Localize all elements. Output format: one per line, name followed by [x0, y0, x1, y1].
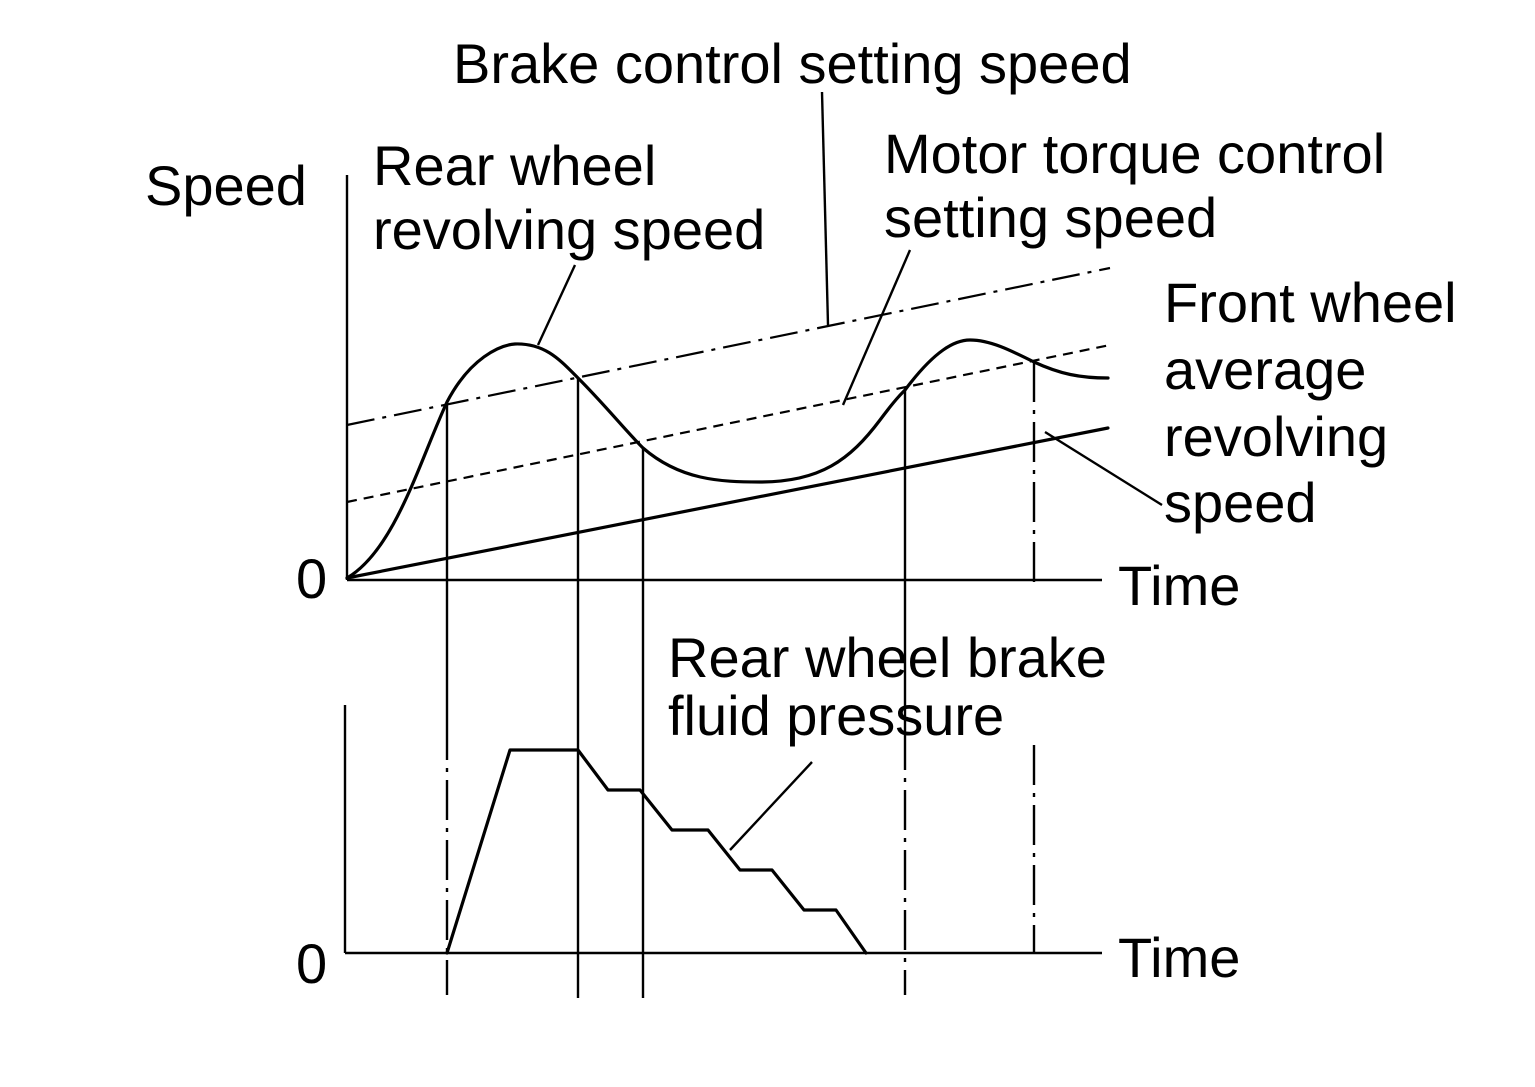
front-wheel-leader: [1044, 430, 1163, 507]
brake-pressure-label-line2: fluid pressure: [668, 684, 1004, 747]
front-wheel-label-line1: Front wheel: [1164, 271, 1457, 334]
rear-wheel-brake-pressure-curve: [445, 748, 868, 955]
upper-origin-label: 0: [296, 547, 327, 610]
brake-pressure-leader: [729, 761, 813, 851]
motor-torque-setting-speed-line: [346, 343, 1111, 504]
rear-wheel-speed-curve: [345, 338, 1110, 580]
lower-chart: 0 Time Rear wheel brake fluid pressure: [296, 626, 1240, 995]
front-wheel-average-speed-line: [345, 426, 1110, 580]
front-wheel-label-line3: revolving: [1164, 405, 1388, 468]
upper-chart: Speed 0 Time Brake control setting speed…: [145, 32, 1457, 998]
rear-wheel-label-line1: Rear wheel: [373, 134, 656, 197]
brake-control-leader: [820, 91, 830, 326]
motor-torque-leader: [841, 249, 912, 406]
brake-control-label: Brake control setting speed: [453, 32, 1132, 95]
brake-control-setting-speed-line: [346, 266, 1111, 427]
upper-x-axis-label: Time: [1118, 554, 1240, 617]
brake-pressure-label-line1: Rear wheel brake: [668, 626, 1107, 689]
motor-torque-label-line2: setting speed: [884, 186, 1217, 249]
motor-torque-label-line1: Motor torque control: [884, 122, 1385, 185]
rear-wheel-label-line2: revolving speed: [373, 198, 765, 261]
upper-y-axis-label: Speed: [145, 154, 307, 217]
front-wheel-label-line2: average: [1164, 338, 1366, 401]
lower-origin-label: 0: [296, 932, 327, 995]
front-wheel-label-line4: speed: [1164, 471, 1317, 534]
rear-wheel-leader: [536, 264, 577, 346]
lower-x-axis-label: Time: [1118, 926, 1240, 989]
